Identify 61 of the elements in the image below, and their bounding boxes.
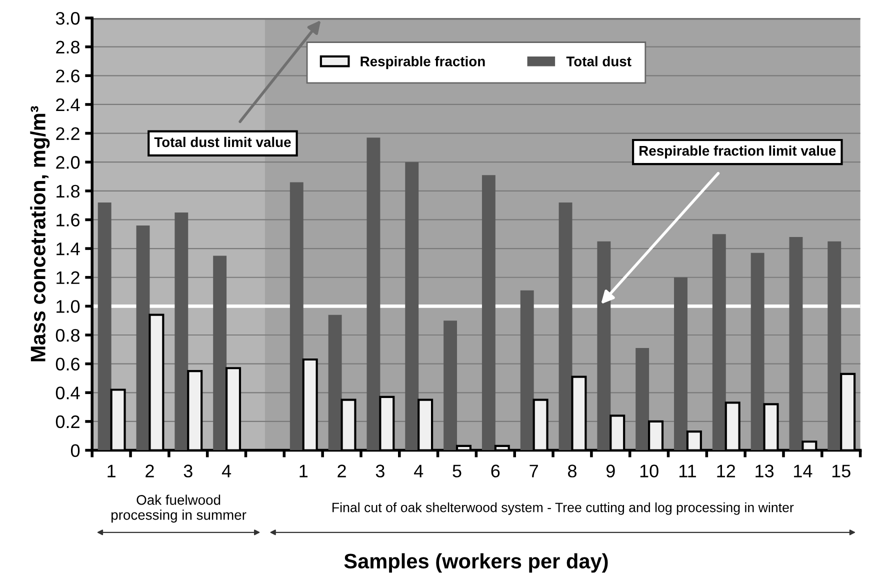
- bar: [174, 212, 188, 450]
- x-tick-label: 1: [300, 464, 308, 478]
- x-tick-label: 10: [640, 464, 658, 478]
- bar: [98, 202, 112, 450]
- bar: [328, 314, 342, 450]
- bar: [750, 252, 764, 450]
- bar: [636, 348, 650, 450]
- y-tick-label: 2.2: [56, 127, 80, 140]
- bar: [136, 226, 150, 450]
- y-tick-label: 1.4: [56, 242, 80, 256]
- text: Oak fuelwood processing in summer: [112, 494, 246, 523]
- x-tick-label: 7: [530, 464, 538, 478]
- bar: [712, 234, 726, 450]
- x-tick-label: 9: [606, 464, 615, 478]
- legend-label: Respirable fraction: [360, 56, 485, 70]
- ref-line-label: Total dust limit value: [154, 136, 291, 148]
- y-tick-label: 3.0: [56, 12, 80, 25]
- x-tick-label: 14: [794, 464, 812, 478]
- y-tick-label: 1.0: [56, 300, 80, 313]
- x-tick-label: 5: [452, 464, 462, 478]
- x-tick-label: 3: [184, 464, 192, 478]
- text: Final cut of oak shelterwood system - Tree cutting and log processing in winter: [332, 502, 794, 515]
- ref-line-label: Respirable fraction limit value: [640, 146, 836, 158]
- x-tick-label: 15: [832, 464, 850, 478]
- y-tick-label: 0.6: [56, 358, 80, 371]
- bar: [674, 277, 688, 450]
- x-tick-label: 13: [756, 464, 774, 478]
- bar: [405, 162, 419, 450]
- y-tick-label: 1.2: [56, 271, 80, 284]
- x-tick-label: 11: [679, 464, 696, 478]
- x-tick-label: 2: [146, 464, 154, 478]
- bar: [482, 175, 496, 450]
- x-axis-title: Samples (workers per day): [344, 553, 608, 573]
- x-tick-label: 8: [568, 464, 576, 478]
- y-tick-label: 2.8: [56, 40, 80, 54]
- bar: [366, 138, 380, 450]
- y-tick-label: 0.8: [56, 328, 80, 342]
- x-tick-label: 1: [108, 464, 116, 478]
- x-tick-label: 3: [376, 464, 384, 478]
- x-tick-label: 6: [491, 464, 500, 478]
- legend-label: Total dust: [566, 56, 632, 66]
- x-tick-label: 4: [222, 464, 232, 478]
- y-tick-label: 0.4: [56, 386, 80, 400]
- bar: [789, 237, 803, 450]
- y-tick-label: 2.4: [56, 98, 80, 112]
- x-tick-label: 2: [338, 464, 346, 478]
- bar: [828, 241, 842, 450]
- y-axis-title: Mass concetration, mg/m³: [30, 106, 50, 362]
- y-tick-label: 0.2: [56, 415, 80, 428]
- y-tick-label: 1.6: [56, 214, 80, 226]
- y-tick-label: 1.8: [56, 184, 80, 198]
- bar: [213, 256, 227, 450]
- bar: [520, 290, 534, 450]
- y-tick-label: 2.6: [56, 70, 80, 82]
- x-tick-label: 12: [717, 464, 736, 478]
- bar: [558, 202, 572, 450]
- bar: [444, 320, 458, 450]
- y-tick-label: 0: [70, 444, 80, 457]
- x-tick-label: 4: [414, 464, 424, 478]
- y-tick-label: 2.0: [56, 156, 80, 169]
- bar: [290, 182, 304, 450]
